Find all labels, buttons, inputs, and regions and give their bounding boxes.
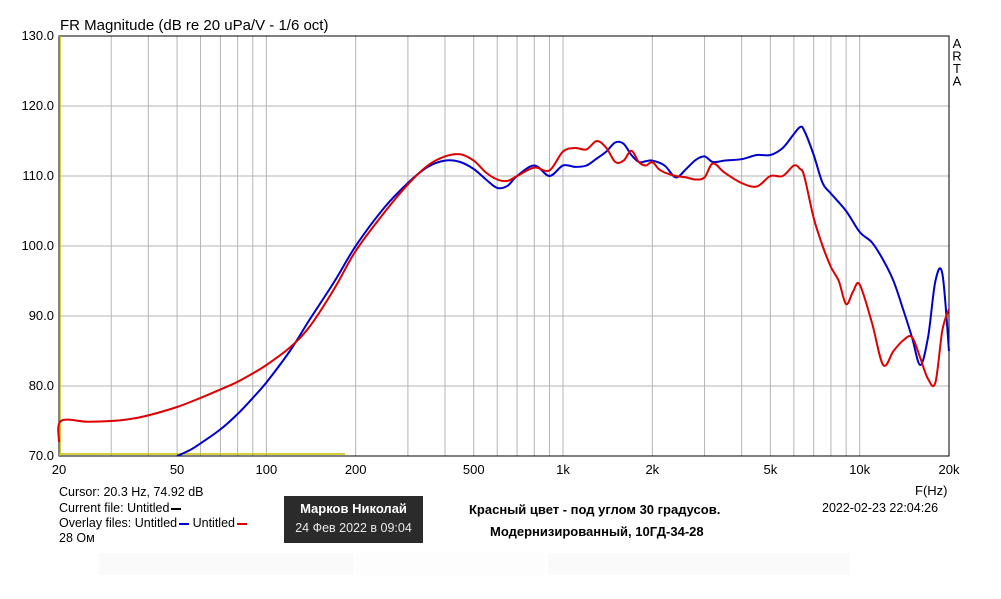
x-axis: 20 50 100 200 500 1k 2k 5k 10k 20k	[52, 462, 960, 477]
chart-title: FR Magnitude (dB re 20 uPa/V - 1/6 oct)	[60, 17, 328, 34]
current-file-swatch	[171, 507, 182, 510]
author-name: Марков Николай	[300, 501, 407, 516]
x-tick-label: 1k	[556, 462, 570, 477]
overlay-file-1: Untitled	[134, 516, 178, 530]
y-tick-label: 130.0	[21, 28, 54, 43]
grid	[59, 36, 949, 456]
overlay-2-swatch	[237, 522, 247, 525]
watermark-letter: A	[953, 36, 962, 51]
x-tick-label: 2k	[645, 462, 659, 477]
y-tick-label: 100.0	[21, 238, 54, 253]
blank-strip	[548, 553, 850, 575]
x-tick-label: 100	[256, 462, 278, 477]
x-tick-label: 5k	[764, 462, 778, 477]
timestamp: 2022-02-23 22:04:26	[822, 501, 939, 515]
cursor-readout: Cursor: 20.3 Hz, 74.92 dB	[59, 485, 204, 499]
plot-frame	[58, 35, 950, 457]
y-tick-label: 80.0	[29, 378, 54, 393]
y-tick-label: 90.0	[29, 308, 54, 323]
overlay-label: Overlay files:	[59, 516, 132, 530]
series-line-red	[57, 140, 950, 443]
note-line-2: Модернизированный, 10ГД-34-28	[490, 524, 704, 539]
x-tick-label: 500	[463, 462, 485, 477]
watermark-letter: R	[952, 49, 961, 64]
current-file: Current file: Untitled	[59, 501, 182, 515]
x-tick-label: 200	[345, 462, 367, 477]
x-tick-label: 20	[52, 462, 66, 477]
y-tick-label: 70.0	[29, 448, 54, 463]
x-axis-label: F(Hz)	[915, 483, 948, 498]
blank-strip	[99, 553, 354, 575]
x-tick-label: 10k	[849, 462, 870, 477]
y-tick-label: 120.0	[21, 98, 54, 113]
watermark-letter: T	[953, 61, 961, 76]
post-date: 24 Фев 2022 в 09:04	[295, 521, 412, 535]
series-group	[57, 125, 950, 457]
overlay-1-swatch	[179, 522, 190, 525]
watermark-letter: A	[953, 74, 962, 89]
overlay-file-2: Untitled	[192, 516, 235, 530]
impedance-label: 28 Ом	[59, 531, 95, 545]
x-tick-label: 20k	[939, 462, 960, 477]
y-axis: 70.0 80.0 90.0 100.0 110.0 120.0 130.0	[21, 28, 54, 463]
current-file-label: Current file: Untitled	[59, 501, 170, 515]
note-line-1: Красный цвет - под углом 30 градусов.	[469, 502, 721, 517]
x-tick-label: 50	[170, 462, 184, 477]
overlay-files: Overlay files: Untitled Untitled	[59, 516, 247, 530]
y-tick-label: 110.0	[22, 168, 54, 183]
blank-strip	[355, 553, 545, 575]
author-badge: Марков Николай 24 Фев 2022 в 09:04	[284, 496, 423, 543]
